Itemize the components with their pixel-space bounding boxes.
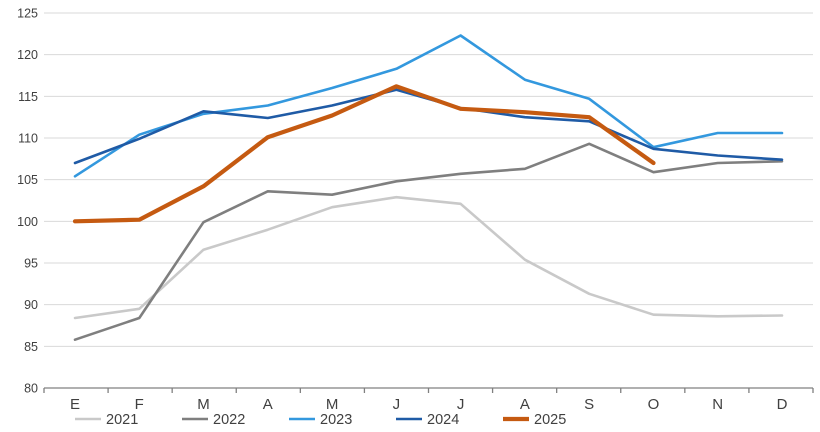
y-tick-label: 85 bbox=[24, 340, 38, 354]
x-tick-label: A bbox=[263, 396, 273, 413]
x-tick-label: F bbox=[135, 396, 144, 413]
series-line-2023 bbox=[73, 34, 784, 178]
x-tick-label: J bbox=[457, 396, 465, 413]
legend-label-2022: 2022 bbox=[213, 412, 245, 428]
y-tick-label: 100 bbox=[17, 215, 38, 229]
legend-label-2025: 2025 bbox=[534, 412, 566, 428]
legend-label-2021: 2021 bbox=[106, 412, 138, 428]
y-tick-label: 80 bbox=[24, 382, 38, 396]
y-tick-label: 90 bbox=[24, 298, 38, 312]
y-tick-label: 95 bbox=[24, 257, 38, 271]
x-tick-label: O bbox=[648, 396, 660, 413]
y-tick-label: 115 bbox=[18, 90, 38, 104]
x-tick-label: M bbox=[326, 396, 339, 413]
y-tick-label: 120 bbox=[17, 48, 38, 62]
y-tick-label: 105 bbox=[17, 173, 38, 187]
y-tick-label: 125 bbox=[17, 7, 38, 21]
x-tick-label: S bbox=[584, 396, 594, 413]
series-line-2025 bbox=[72, 84, 656, 224]
x-tick-label: D bbox=[777, 396, 788, 413]
x-tick-label: E bbox=[70, 396, 80, 413]
series-line-2024 bbox=[73, 88, 784, 165]
legend-label-2023: 2023 bbox=[320, 412, 352, 428]
legend-label-2024: 2024 bbox=[427, 412, 459, 428]
y-tick-label: 110 bbox=[18, 132, 38, 146]
series-line-2022 bbox=[73, 142, 784, 342]
x-tick-label: J bbox=[393, 396, 401, 413]
series-line-2021 bbox=[73, 195, 784, 320]
x-tick-label: M bbox=[197, 396, 210, 413]
x-tick-label: A bbox=[520, 396, 530, 413]
x-tick-label: N bbox=[712, 396, 723, 413]
